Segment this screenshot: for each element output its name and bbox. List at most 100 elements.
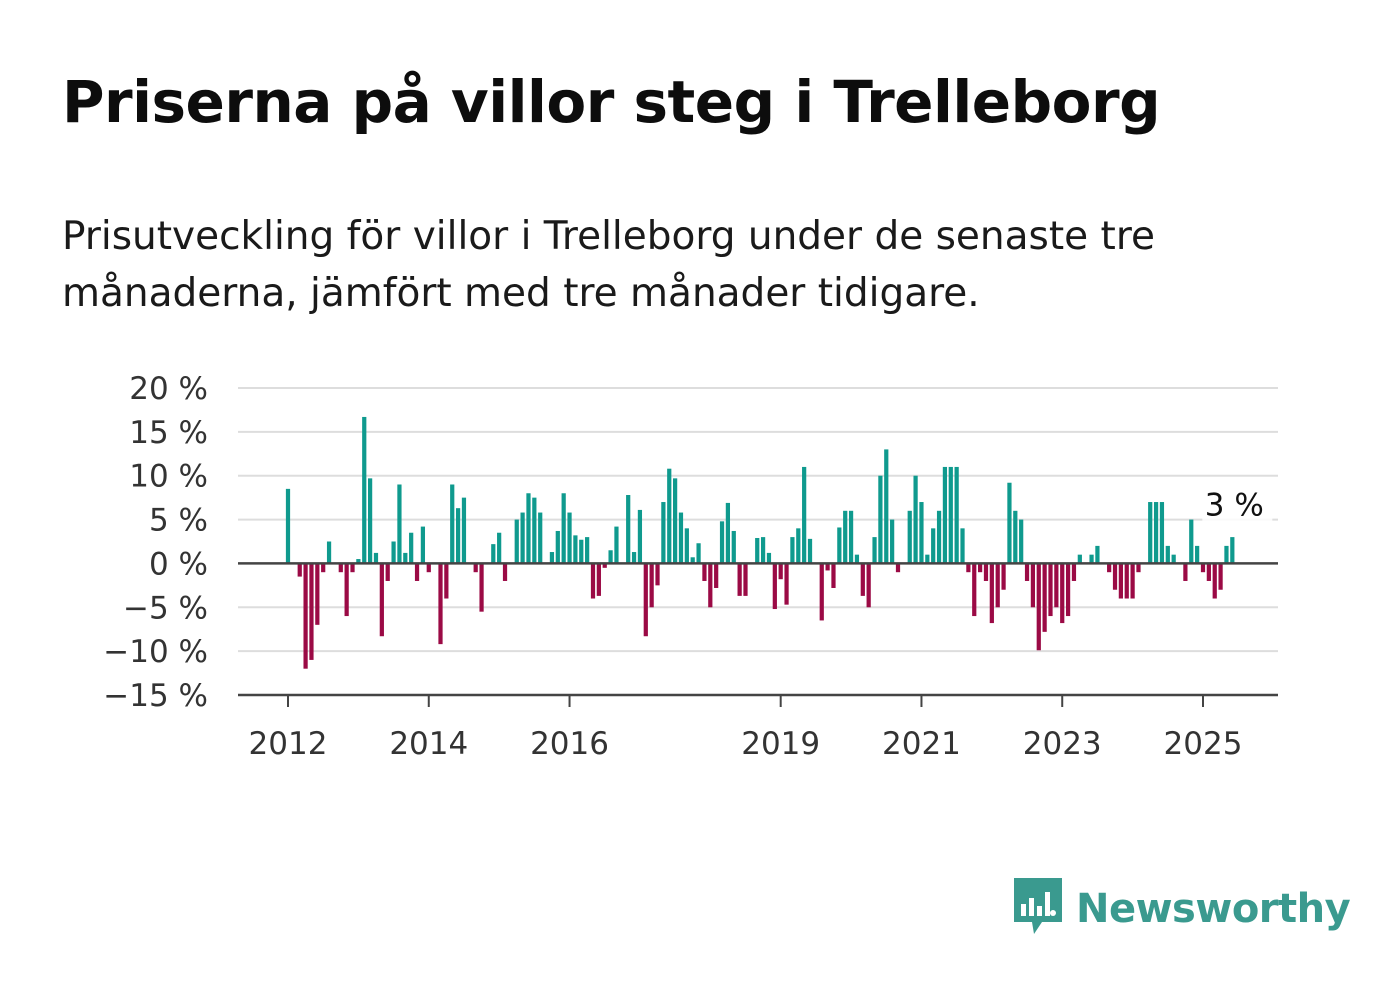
bar	[526, 493, 531, 564]
bar	[561, 493, 566, 564]
bar	[455, 508, 461, 564]
x-tick-label: 2012	[249, 726, 328, 762]
bar	[602, 563, 607, 568]
bar	[309, 563, 314, 660]
bar	[966, 563, 971, 573]
bar	[1112, 563, 1118, 590]
bar	[567, 512, 572, 564]
bar	[737, 563, 742, 596]
bar	[391, 541, 396, 564]
bar	[978, 563, 983, 573]
y-axis-ticks: 20 % 15 % 10 % 5 % 0 % −5 % −10 % −15 %	[103, 371, 208, 714]
bar	[778, 563, 783, 580]
x-tick-label: 2023	[1023, 726, 1102, 762]
bar	[631, 552, 637, 564]
bar	[684, 528, 689, 564]
bar	[772, 563, 777, 610]
bar	[936, 510, 942, 564]
chart-subtitle: Prisutveckling för villor i Trelleborg u…	[62, 214, 1156, 316]
bar	[843, 510, 848, 564]
bar	[479, 563, 484, 612]
x-tick-label: 2021	[882, 726, 961, 762]
bar	[1153, 502, 1159, 564]
y-tick-label: 20 %	[129, 371, 208, 407]
bar	[1036, 563, 1041, 651]
bar	[719, 521, 725, 564]
brand-name: Newsworthy	[1076, 886, 1351, 932]
bar	[678, 512, 684, 564]
bar	[837, 527, 842, 564]
y-tick-label: 10 %	[129, 459, 208, 495]
bar	[1013, 510, 1018, 564]
bar	[368, 478, 373, 564]
y-tick-label: 0 %	[149, 546, 208, 582]
bar	[1077, 554, 1082, 564]
bar	[450, 484, 455, 564]
bar	[954, 466, 959, 564]
bar	[690, 557, 695, 564]
bar	[825, 563, 830, 571]
bar	[743, 563, 748, 596]
bar	[796, 528, 801, 564]
bar	[1001, 563, 1006, 590]
bar	[626, 495, 631, 564]
bar	[379, 563, 384, 637]
annotation-label: 3 %	[1205, 488, 1264, 524]
bar	[590, 563, 596, 599]
bar	[643, 563, 648, 637]
y-tick-label: −15 %	[103, 678, 208, 714]
bar	[784, 563, 789, 605]
bar	[1118, 563, 1123, 599]
bar	[573, 535, 578, 564]
bar	[983, 563, 989, 581]
bar	[350, 563, 355, 573]
bar	[420, 526, 426, 564]
bar	[948, 466, 953, 564]
bar	[473, 563, 478, 573]
annotation-background	[1202, 489, 1273, 524]
bar	[579, 539, 584, 564]
bar	[614, 526, 619, 564]
bar	[661, 502, 666, 564]
chart-title: Priserna på villor steg i Trelleborg	[62, 68, 1161, 136]
bar	[409, 532, 414, 564]
bar	[1060, 563, 1065, 624]
bar	[285, 488, 291, 564]
bar	[1054, 563, 1059, 608]
bar	[1200, 563, 1206, 573]
bar	[1048, 563, 1053, 617]
annotation-group: 3 %	[1202, 488, 1273, 524]
bar	[514, 519, 519, 564]
bar	[831, 563, 836, 588]
bar	[895, 563, 901, 573]
bars	[285, 416, 1235, 669]
bar	[931, 528, 936, 564]
bar	[596, 563, 601, 596]
bar	[637, 509, 643, 564]
x-tick-label: 2025	[1164, 726, 1243, 762]
bar	[338, 563, 343, 573]
bar	[1171, 554, 1176, 564]
bar	[356, 559, 361, 564]
bar	[731, 530, 736, 564]
bar	[461, 497, 467, 564]
bar	[303, 563, 308, 669]
grid-lines	[238, 387, 1278, 653]
bar	[725, 502, 731, 564]
x-tick-label: 2014	[389, 726, 468, 762]
bar	[854, 554, 860, 564]
bar	[1030, 563, 1036, 608]
bar	[321, 563, 326, 573]
bar	[802, 466, 807, 564]
bar	[1130, 563, 1135, 599]
bar	[1148, 502, 1153, 564]
bar	[972, 563, 977, 617]
bar	[878, 475, 883, 564]
bar	[696, 543, 701, 564]
x-tick-label: 2019	[741, 726, 820, 762]
bar	[555, 530, 560, 564]
bar	[1065, 563, 1071, 617]
bar	[1136, 563, 1141, 573]
bar	[1206, 563, 1211, 581]
